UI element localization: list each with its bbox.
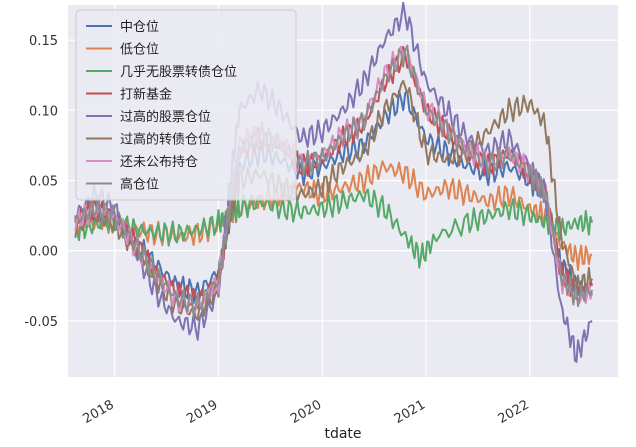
- x-tick-label: 2018: [81, 397, 117, 427]
- legend-label: 还未公布持仓: [120, 155, 198, 170]
- y-tick-label: 0.15: [29, 34, 58, 49]
- x-tick-label: 2019: [184, 397, 220, 427]
- x-tick-label: 2021: [392, 397, 428, 427]
- series-line: [74, 45, 594, 316]
- legend-label: 过高的股票仓位: [120, 109, 211, 125]
- y-axis-ticks: 0.15 0.10 0.05 0.00 -0.05: [24, 34, 58, 330]
- x-axis-title: tdate: [324, 426, 361, 442]
- legend-label: 几乎无股票转债仓位: [120, 65, 237, 80]
- series-line: [74, 44, 594, 317]
- legend-box: [75, 9, 297, 201]
- x-tick-label: 2020: [288, 397, 324, 427]
- legend: 中仓位低仓位几乎无股票转债仓位打新基金过高的股票仓位过高的转债仓位还未公布持仓高…: [75, 9, 297, 201]
- series-line: [74, 1, 593, 363]
- series-lines: [74, 1, 594, 363]
- series-line: [74, 79, 593, 321]
- series-line: [74, 89, 594, 305]
- legend-label: 低仓位: [120, 43, 159, 58]
- legend-label: 高仓位: [120, 177, 159, 193]
- y-tick-label: 0.05: [29, 174, 58, 189]
- legend-label: 过高的转债仓位: [120, 132, 211, 148]
- legend-label: 中仓位: [120, 20, 159, 35]
- x-axis-ticks: 2018 2019 2020 2021 2022: [81, 397, 532, 427]
- series-line: [74, 188, 594, 269]
- legend-label: 打新基金: [120, 87, 172, 103]
- x-tick-label: 2022: [496, 397, 532, 427]
- y-tick-label: 0.10: [29, 104, 58, 119]
- y-tick-label: -0.05: [24, 315, 58, 330]
- y-tick-label: 0.00: [29, 245, 58, 260]
